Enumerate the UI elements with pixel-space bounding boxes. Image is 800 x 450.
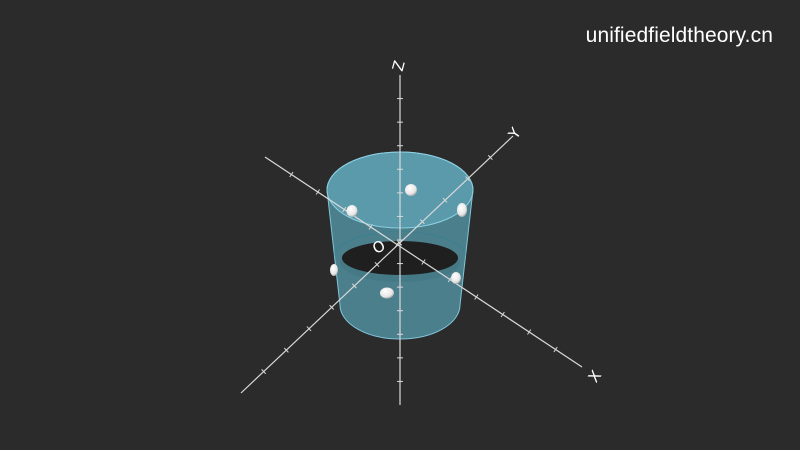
- y-axis-label: Y: [504, 124, 525, 143]
- particle: [451, 272, 461, 284]
- axis-tick: [368, 224, 373, 230]
- axis-tick: [474, 294, 479, 300]
- axis-tick: [289, 171, 294, 178]
- axis-tick: [487, 154, 493, 160]
- axis-tick: [465, 176, 471, 182]
- axis-tick: [397, 240, 403, 246]
- axis-tick: [306, 326, 312, 332]
- axis-tick: [374, 261, 380, 268]
- axis-tick: [395, 241, 400, 248]
- particle: [405, 184, 417, 196]
- axis-tick: [442, 197, 448, 203]
- axis-tick: [342, 206, 347, 213]
- axis-tick: [419, 219, 425, 225]
- axis-ticks: [261, 98, 558, 382]
- axis-tick: [421, 259, 426, 265]
- particle: [380, 287, 394, 299]
- axis-tick: [527, 329, 532, 335]
- x-axis-label: X: [585, 367, 606, 386]
- axis-tick: [261, 369, 267, 375]
- axis-tick: [553, 346, 558, 353]
- particle: [330, 264, 338, 276]
- axis-tick: [329, 304, 335, 310]
- watermark-text: unifiedfieldtheory.cn: [585, 24, 773, 47]
- axis-tick: [351, 283, 357, 289]
- axis-tick: [283, 347, 289, 353]
- particle: [457, 203, 467, 217]
- axis-tick: [500, 311, 505, 318]
- z-axis-label: Z: [389, 59, 409, 74]
- axis-tick: [315, 189, 320, 195]
- particle: [346, 205, 358, 217]
